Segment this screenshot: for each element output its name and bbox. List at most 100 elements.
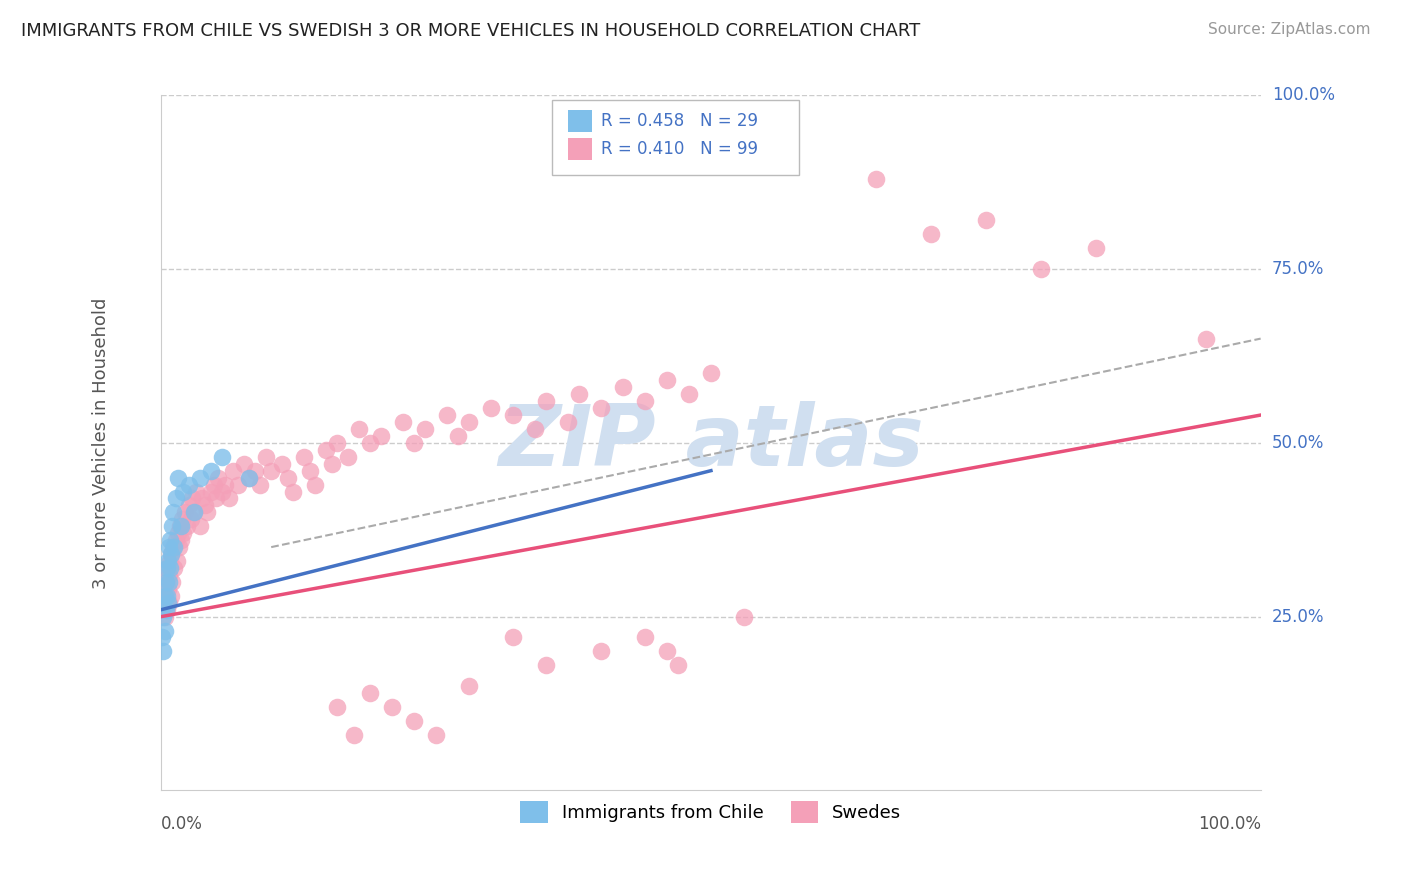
- Point: [180, 512, 202, 526]
- Point: [222, 464, 245, 478]
- Point: [243, 464, 266, 478]
- Point: [159, 533, 181, 548]
- Point: [162, 505, 184, 519]
- Point: [156, 561, 179, 575]
- Point: [347, 422, 370, 436]
- Point: [162, 574, 184, 589]
- Point: [166, 470, 188, 484]
- Point: [188, 519, 211, 533]
- Point: [156, 561, 179, 575]
- Text: 25.0%: 25.0%: [1272, 607, 1324, 625]
- Point: [326, 435, 349, 450]
- Point: [150, 631, 173, 645]
- Point: [176, 519, 198, 533]
- Point: [534, 658, 557, 673]
- Point: [170, 519, 193, 533]
- Point: [156, 596, 179, 610]
- Point: [156, 554, 179, 568]
- FancyBboxPatch shape: [551, 100, 799, 176]
- Point: [157, 596, 180, 610]
- Point: [156, 602, 179, 616]
- Point: [315, 442, 337, 457]
- Point: [283, 484, 305, 499]
- Point: [271, 457, 294, 471]
- Point: [678, 387, 700, 401]
- Point: [162, 519, 184, 533]
- Text: 75.0%: 75.0%: [1272, 260, 1324, 278]
- Point: [160, 589, 183, 603]
- Point: [153, 589, 176, 603]
- Point: [211, 450, 233, 464]
- Point: [700, 367, 723, 381]
- Point: [194, 499, 217, 513]
- Point: [153, 624, 176, 638]
- Point: [254, 450, 277, 464]
- Point: [155, 602, 177, 616]
- Point: [165, 533, 187, 548]
- Text: R = 0.458   N = 29: R = 0.458 N = 29: [600, 112, 758, 130]
- Point: [157, 540, 180, 554]
- Point: [232, 457, 254, 471]
- Point: [156, 589, 179, 603]
- Point: [169, 519, 191, 533]
- Point: [920, 227, 942, 242]
- Point: [177, 499, 200, 513]
- Point: [666, 658, 689, 673]
- Point: [321, 457, 343, 471]
- Point: [612, 380, 634, 394]
- Point: [292, 450, 315, 464]
- Point: [165, 491, 187, 506]
- Point: [568, 387, 591, 401]
- Text: 0.0%: 0.0%: [162, 814, 202, 833]
- Point: [655, 644, 678, 658]
- Point: [159, 554, 181, 568]
- Point: [155, 574, 177, 589]
- Point: [205, 491, 228, 506]
- Point: [170, 533, 193, 548]
- Point: [865, 171, 887, 186]
- Point: [634, 631, 657, 645]
- Point: [160, 547, 183, 561]
- Point: [153, 609, 176, 624]
- Point: [183, 505, 205, 519]
- Point: [260, 464, 283, 478]
- Point: [447, 429, 470, 443]
- Point: [226, 477, 249, 491]
- Text: 3 or more Vehicles in Household: 3 or more Vehicles in Household: [91, 297, 110, 589]
- Point: [153, 589, 176, 603]
- Point: [1029, 262, 1052, 277]
- Point: [370, 429, 392, 443]
- Point: [733, 609, 755, 624]
- Point: [186, 484, 208, 499]
- Point: [524, 422, 547, 436]
- Point: [152, 596, 174, 610]
- Point: [974, 213, 997, 227]
- Point: [359, 686, 381, 700]
- Point: [1195, 332, 1218, 346]
- Point: [207, 470, 229, 484]
- Point: [277, 470, 299, 484]
- Point: [152, 644, 174, 658]
- Point: [557, 415, 579, 429]
- Point: [534, 394, 557, 409]
- Point: [174, 505, 197, 519]
- Point: [172, 484, 194, 499]
- Point: [404, 714, 426, 728]
- Text: ZIP atlas: ZIP atlas: [498, 401, 924, 484]
- Point: [200, 484, 222, 499]
- Point: [1084, 241, 1107, 255]
- Point: [589, 644, 612, 658]
- Point: [425, 728, 447, 742]
- Point: [191, 491, 214, 506]
- Point: [343, 728, 366, 742]
- Point: [188, 470, 211, 484]
- Point: [392, 415, 415, 429]
- Point: [436, 408, 458, 422]
- Point: [152, 609, 174, 624]
- Point: [404, 435, 426, 450]
- Point: [634, 394, 657, 409]
- Point: [655, 373, 678, 387]
- Point: [304, 477, 326, 491]
- Point: [298, 464, 321, 478]
- Point: [249, 477, 271, 491]
